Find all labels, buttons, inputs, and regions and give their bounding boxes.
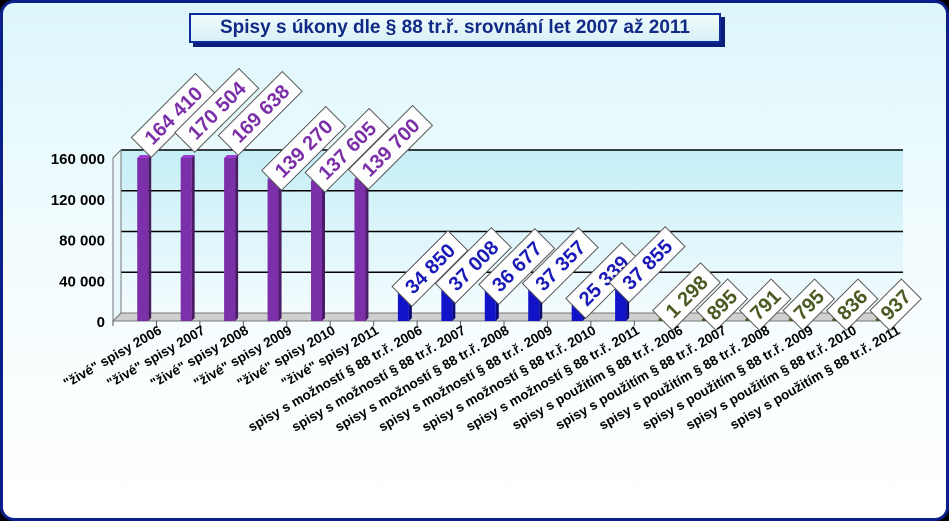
bar bbox=[137, 155, 152, 321]
chart-title: Spisy s úkony dle § 88 tr.ř. srovnání le… bbox=[220, 17, 690, 38]
bar bbox=[267, 176, 282, 321]
bar bbox=[354, 175, 369, 321]
y-tick-label: 120 000 bbox=[51, 192, 105, 209]
y-tick-label: 160 000 bbox=[51, 151, 105, 168]
bar bbox=[224, 155, 239, 321]
plot-side-wall bbox=[112, 148, 122, 323]
y-tick-label: 80 000 bbox=[59, 233, 105, 250]
y-tick-label: 0 bbox=[97, 314, 105, 331]
bar bbox=[311, 177, 325, 321]
chart-title-box: Spisy s úkony dle § 88 tr.ř. srovnání le… bbox=[189, 13, 721, 43]
y-tick-label: 40 000 bbox=[59, 273, 105, 290]
bar bbox=[180, 155, 195, 321]
